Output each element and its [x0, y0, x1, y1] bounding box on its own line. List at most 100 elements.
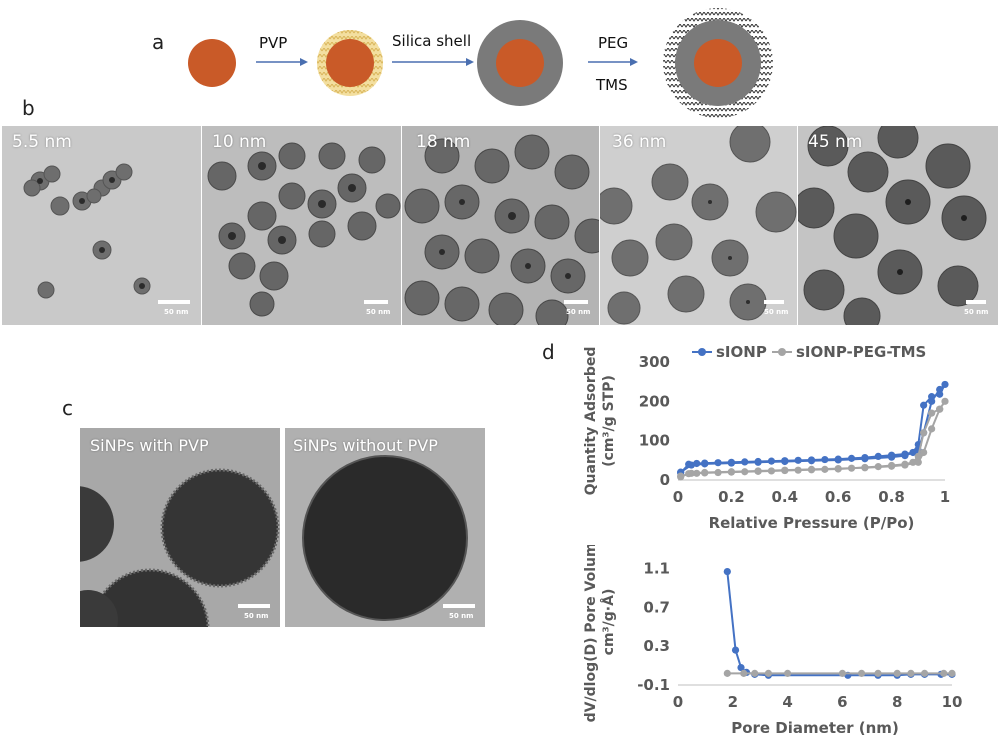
data-point [920, 429, 928, 437]
final-core [694, 39, 742, 87]
data-point [764, 669, 773, 677]
y-axis-title: Quantity Adsorbed (cm³/g STP) [583, 347, 617, 496]
data-point [723, 669, 731, 677]
tem-label: 10 nm [212, 132, 267, 152]
data-point [781, 457, 789, 466]
data-point [723, 568, 731, 576]
panel-d-letter: d [542, 340, 555, 364]
scale-bar [158, 300, 190, 304]
data-point [901, 461, 909, 469]
scale-bar [966, 300, 986, 304]
scale-text: 50 nm [764, 308, 789, 316]
data-point [948, 669, 956, 677]
core-particle [188, 39, 236, 87]
tem-image-18nm: 18 nm 50 nm [402, 126, 599, 325]
data-point [861, 455, 869, 463]
data-point [920, 401, 928, 409]
data-point [936, 405, 944, 413]
y-tick-label: 200 [639, 392, 670, 410]
data-point [941, 380, 949, 389]
data-point [727, 468, 735, 476]
data-point [741, 458, 749, 466]
data-point [821, 465, 829, 473]
data-point [941, 397, 949, 405]
data-point [714, 468, 722, 477]
scale-text: 50 nm [244, 612, 269, 620]
tem-image-45nm: 45 nm 50 nm [798, 126, 998, 325]
data-point [687, 469, 695, 477]
data-point [807, 457, 816, 465]
data-point [754, 458, 762, 466]
data-point [940, 669, 948, 677]
data-point [677, 472, 685, 480]
x-tick-label: 8 [892, 693, 902, 711]
tem-image-36nm: 36 nm 50 nm [600, 126, 797, 325]
tem-label: SiNPs without PVP [293, 436, 438, 455]
legend-label: sIONP-PEG-TMS [796, 343, 926, 361]
panel-b-letter: b [22, 96, 35, 120]
scale-text: 50 nm [449, 612, 474, 620]
y-tick-label: 0.7 [643, 598, 670, 616]
pvp-core [326, 39, 374, 87]
scale-bar [764, 300, 784, 304]
y-axis-title-line: dV/dlog(D) Pore Volume ( [583, 545, 599, 722]
tem-label: 18 nm [416, 132, 471, 152]
panel-c-letter: c [62, 396, 73, 420]
data-point [857, 669, 866, 677]
data-point [731, 646, 740, 654]
data-point [821, 455, 829, 464]
step-pvp-label: PVP [259, 34, 288, 52]
step-silica-label: Silica shell [392, 32, 472, 50]
data-point [914, 458, 922, 466]
scale-text: 50 nm [964, 308, 989, 316]
data-point [737, 663, 745, 672]
y-axis-title: dV/dlog(D) Pore Volume (cm³/g·Å) [583, 545, 617, 722]
data-point [928, 409, 936, 417]
data-point [784, 669, 792, 677]
data-point [794, 456, 802, 464]
data-point [928, 397, 936, 405]
data-point [874, 452, 882, 460]
data-point [901, 452, 909, 460]
scale-bar [564, 300, 588, 304]
panel-a-letter: a [152, 30, 165, 54]
data-point [909, 458, 917, 466]
data-point [874, 669, 882, 677]
data-point [740, 669, 748, 677]
y-axis-title-line: (cm³/g STP) [601, 375, 617, 467]
y-tick-label: 0.3 [643, 637, 670, 655]
tem-image-10nm: 10 nm 50 nm [202, 126, 401, 325]
data-point [838, 669, 846, 677]
legend-marker [778, 348, 786, 356]
tem-image-with-pvp: SiNPs with PVP 50 nm [80, 428, 280, 627]
data-point [741, 468, 749, 476]
scale-text: 50 nm [566, 308, 591, 316]
x-tick-label: 0.2 [718, 488, 745, 506]
y-axis-title-line: cm³/g·Å) [600, 589, 617, 656]
data-point [767, 467, 776, 475]
y-tick-label: 300 [639, 353, 670, 371]
data-point [921, 669, 929, 677]
scale-text: 50 nm [366, 308, 391, 316]
data-point [754, 467, 762, 475]
step-peg-label: PEG [598, 34, 629, 52]
data-point [874, 463, 882, 471]
x-tick-label: 1 [940, 488, 950, 506]
x-tick-label: 0 [673, 693, 683, 711]
y-axis-title-line: Quantity Adsorbed [583, 347, 599, 496]
pore-size-chart: 0 2 4 6 8 10 -0.1 0.3 0.7 1.1 Pore Diameter (nm) dV… [583, 545, 962, 737]
data-point [907, 669, 915, 677]
data-point [687, 461, 695, 469]
scale-bar [238, 604, 270, 608]
tem-label: 36 nm [612, 132, 667, 152]
legend-marker [698, 348, 706, 356]
x-axis-title: Relative Pressure (P/Po) [709, 514, 915, 532]
data-point [834, 456, 842, 464]
data-point [893, 669, 901, 677]
data-point [888, 453, 896, 461]
data-point [920, 448, 928, 457]
isotherm-chart: 0 0.2 0.4 0.6 0.8 1 0 100 200 300 Relative Pressur… [583, 343, 950, 532]
data-point [861, 464, 869, 472]
tem-image-without-pvp: SiNPs without PVP 50 nm [285, 428, 485, 627]
data-point [847, 464, 856, 472]
